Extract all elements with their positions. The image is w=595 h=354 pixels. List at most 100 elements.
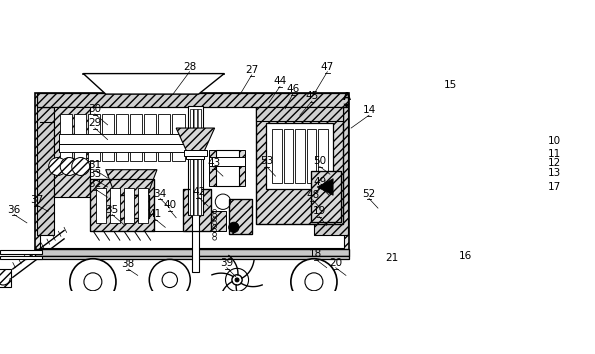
Bar <box>90 179 154 230</box>
Text: 52: 52 <box>362 189 375 199</box>
Circle shape <box>162 272 177 287</box>
Text: 41: 41 <box>148 209 162 219</box>
Text: 32: 32 <box>88 179 101 189</box>
Text: 44: 44 <box>273 76 287 86</box>
Bar <box>130 114 142 135</box>
Bar <box>209 157 245 166</box>
Bar <box>60 152 72 161</box>
Text: 30: 30 <box>88 104 101 114</box>
Bar <box>144 114 156 135</box>
Text: 47: 47 <box>321 62 334 72</box>
Bar <box>256 107 343 224</box>
Text: 39: 39 <box>220 258 233 268</box>
Bar <box>273 129 282 183</box>
Bar <box>183 189 211 230</box>
Bar <box>59 144 189 152</box>
Bar <box>116 114 128 135</box>
Bar <box>102 152 114 161</box>
Bar <box>74 114 86 135</box>
Bar <box>187 105 203 215</box>
Text: 31: 31 <box>88 160 101 170</box>
Text: 46: 46 <box>286 84 299 94</box>
Text: 27: 27 <box>245 65 258 75</box>
Circle shape <box>232 275 242 285</box>
Text: 38: 38 <box>121 259 134 269</box>
Text: 13: 13 <box>548 168 562 178</box>
Bar <box>229 199 252 234</box>
Text: 36: 36 <box>8 205 21 215</box>
Bar <box>139 188 148 223</box>
Bar <box>74 152 86 161</box>
Text: 18: 18 <box>309 249 322 259</box>
Bar <box>35 249 349 256</box>
Bar <box>36 107 55 235</box>
Bar <box>186 156 204 159</box>
Bar <box>209 150 245 186</box>
Bar <box>35 256 349 259</box>
Text: 40: 40 <box>163 200 176 210</box>
Text: 17: 17 <box>548 182 562 192</box>
Text: 11: 11 <box>548 149 562 159</box>
Text: 37: 37 <box>30 195 43 205</box>
Bar <box>314 107 348 235</box>
Bar <box>88 152 100 161</box>
Bar <box>88 114 100 135</box>
Bar <box>184 150 207 156</box>
Bar <box>59 135 189 144</box>
Text: 45: 45 <box>305 91 319 101</box>
Bar <box>55 158 90 196</box>
Bar <box>110 188 120 223</box>
Bar <box>90 179 154 230</box>
Text: 29: 29 <box>88 118 101 128</box>
Bar <box>158 114 170 135</box>
Bar <box>35 93 349 253</box>
Circle shape <box>49 158 67 176</box>
Circle shape <box>235 278 239 282</box>
Text: 50: 50 <box>313 156 326 166</box>
Text: 49: 49 <box>314 177 327 187</box>
Bar <box>183 189 211 230</box>
Bar <box>55 107 90 158</box>
Bar <box>60 114 72 135</box>
Text: 43: 43 <box>207 158 221 168</box>
Bar <box>124 188 134 223</box>
Polygon shape <box>83 74 224 94</box>
Bar <box>192 211 199 272</box>
Text: 21: 21 <box>386 253 399 263</box>
Polygon shape <box>106 170 157 195</box>
Bar <box>40 98 344 248</box>
Text: 48: 48 <box>306 190 320 200</box>
Text: 19: 19 <box>312 206 325 216</box>
Bar <box>311 171 342 222</box>
Bar <box>311 171 342 222</box>
Polygon shape <box>343 104 350 108</box>
Circle shape <box>60 158 78 176</box>
Bar <box>266 123 333 189</box>
Text: 35: 35 <box>105 205 119 215</box>
Circle shape <box>291 259 337 305</box>
Bar <box>173 152 184 161</box>
Bar <box>216 150 239 186</box>
Bar <box>173 114 184 135</box>
Bar <box>0 269 11 287</box>
Bar <box>114 195 149 218</box>
Text: 53: 53 <box>260 156 273 166</box>
Bar <box>229 199 252 234</box>
Text: 14: 14 <box>362 105 375 115</box>
Circle shape <box>84 273 102 291</box>
Circle shape <box>72 158 90 176</box>
Text: 34: 34 <box>154 189 167 199</box>
Bar <box>158 152 170 161</box>
Bar <box>116 152 128 161</box>
Text: 15: 15 <box>444 80 457 90</box>
Bar <box>130 152 142 161</box>
Polygon shape <box>176 128 215 154</box>
Bar <box>36 93 348 107</box>
Bar <box>256 107 343 121</box>
Bar <box>295 129 305 183</box>
Bar <box>102 114 114 135</box>
Bar <box>307 129 317 183</box>
Bar <box>0 256 42 259</box>
Text: 33: 33 <box>88 169 101 179</box>
Text: 16: 16 <box>459 251 472 261</box>
